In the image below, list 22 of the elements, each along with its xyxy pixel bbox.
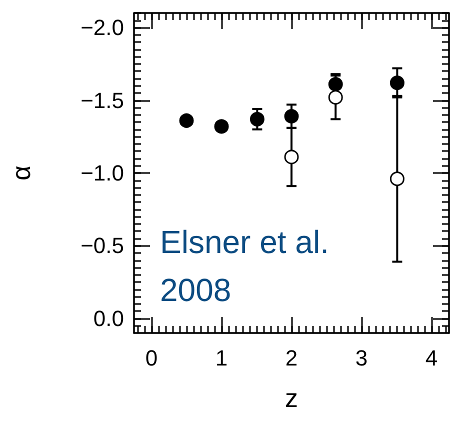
point [328, 77, 343, 92]
x-axis-title: z [285, 383, 298, 413]
x-tick-label: 4 [425, 346, 438, 370]
point [390, 172, 404, 186]
y-tick-label: −2.0 [80, 15, 124, 40]
point [214, 119, 229, 134]
x-tick-label: 1 [215, 346, 228, 370]
y-axis-title: α [6, 165, 36, 181]
y-tick-label: −0.5 [80, 233, 124, 258]
y-tick-label: 0.0 [93, 306, 124, 331]
point [250, 112, 264, 126]
x-tick-label: 3 [355, 346, 368, 370]
point [390, 76, 404, 90]
point [284, 150, 299, 164]
x-tick-label: 0 [145, 346, 158, 370]
point [328, 90, 343, 105]
y-tick-label: −1.5 [80, 88, 124, 113]
point [179, 113, 194, 128]
annotation: Elsner et al. 2008 [160, 224, 338, 308]
point [284, 109, 299, 124]
y-tick-label: −1.0 [80, 160, 124, 186]
x-tick-label: 2 [285, 346, 298, 370]
